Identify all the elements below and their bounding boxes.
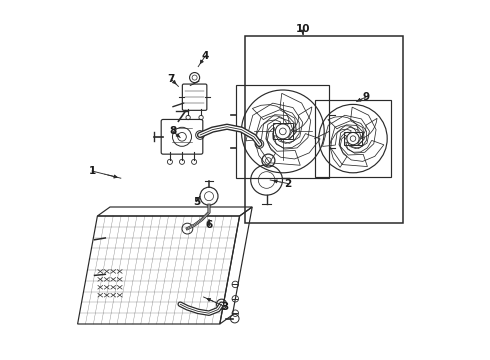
Text: 10: 10 xyxy=(295,24,310,34)
Text: 8: 8 xyxy=(170,126,176,136)
Bar xyxy=(344,132,362,145)
Text: 1: 1 xyxy=(88,166,96,176)
Text: 2: 2 xyxy=(285,179,292,189)
Text: 4: 4 xyxy=(202,51,209,61)
Text: 9: 9 xyxy=(362,92,369,102)
Text: 3: 3 xyxy=(221,302,229,312)
Bar xyxy=(315,100,392,177)
Text: 5: 5 xyxy=(193,197,200,207)
Text: 6: 6 xyxy=(205,220,213,230)
Bar xyxy=(237,85,329,178)
Bar xyxy=(245,36,403,223)
Text: 7: 7 xyxy=(168,74,175,84)
Bar xyxy=(273,123,293,139)
